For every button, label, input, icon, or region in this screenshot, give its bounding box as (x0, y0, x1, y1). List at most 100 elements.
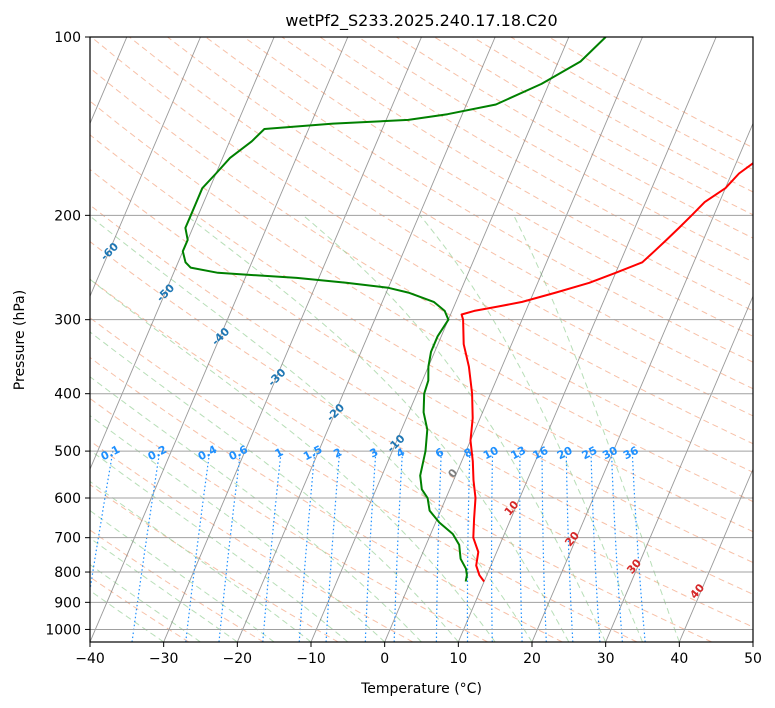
mixing-ratio-label: 0.6 (227, 443, 251, 464)
mixing-ratio-line (262, 451, 282, 642)
x-tick-label: 30 (597, 651, 615, 667)
isotherm (90, 37, 201, 298)
y-tick-label: 1000 (45, 622, 81, 638)
dry-adiabat (90, 37, 753, 445)
mixing-ratio-label: 3 (368, 446, 381, 461)
moist-adiabat (302, 214, 607, 642)
x-tick-label: −20 (223, 651, 253, 667)
moist-adiabat (90, 215, 533, 642)
dry-adiabat (90, 241, 753, 628)
mixing-ratio-label: 1 (273, 446, 286, 461)
mixing-ratio-line (90, 450, 114, 594)
mixing-ratio-line (131, 451, 161, 642)
moist-adiabat (513, 215, 680, 642)
chart-title: wetPf2_S233.2025.240.17.18.C20 (285, 11, 557, 31)
isotherm (236, 37, 496, 642)
dewpoint-profile (181, 37, 607, 582)
dry-adiabat (434, 37, 753, 216)
isotherm (531, 122, 753, 642)
mixing-ratio-line (631, 451, 646, 642)
dry-adiabat (90, 356, 563, 642)
moist-adiabat (90, 278, 496, 642)
moist-adiabat (90, 376, 422, 642)
y-tick-label: 400 (54, 387, 81, 403)
isotherm-label: -80 (0, 154, 11, 177)
moist-adiabat (90, 589, 164, 642)
x-tick-label: 0 (380, 651, 389, 667)
dry-adiabat (90, 440, 414, 642)
dry-adiabat (90, 168, 753, 564)
dry-adiabat (90, 317, 638, 642)
moist-adiabat (90, 564, 201, 642)
isobar-gridlines (90, 37, 753, 630)
mixing-ratio-line (298, 451, 316, 642)
x-tick-label: 20 (523, 651, 541, 667)
dry-adiabat (243, 37, 753, 337)
isotherm (384, 37, 643, 642)
y-tick-label: 900 (54, 595, 81, 611)
mixing-ratio-line (519, 451, 523, 642)
isotherm-label: -40 (209, 325, 232, 348)
dry-adiabat (90, 100, 753, 503)
isotherm (605, 295, 753, 642)
isotherm-label: -50 (154, 281, 177, 304)
mixing-ratio-label: 13 (509, 444, 529, 463)
x-axis: −40 −30 −20 −10 0 10 20 30 40 50 (75, 642, 762, 667)
dry-adiabat (357, 37, 753, 263)
mixing-ratio-label: 0.1 (99, 443, 122, 463)
dry-adiabat (90, 484, 339, 642)
mixing-ratio-label: 30 (600, 444, 620, 463)
x-tick-label: 10 (449, 651, 467, 667)
mixing-ratio-label: 36 (621, 444, 641, 463)
y-axis-label: Pressure (hPa) (12, 290, 28, 390)
temperature-profile (460, 162, 753, 583)
isotherm-label: -60 (98, 240, 121, 263)
sounding-profiles (181, 37, 753, 583)
dry-adiabat (281, 37, 753, 312)
y-tick-label: 800 (54, 565, 81, 581)
mixing-ratio-label: 2 (331, 446, 344, 461)
mixing-ratio-line (218, 451, 242, 642)
y-tick-label: 700 (54, 531, 81, 547)
mixing-ratio-label: 0.2 (146, 443, 169, 463)
dry-adiabat (90, 576, 190, 642)
mixing-ratio-line (490, 451, 494, 642)
dry-adiabat (129, 37, 753, 417)
isotherm-label: -10 (384, 432, 407, 455)
mixing-ratio-line (185, 451, 211, 642)
mixing-ratio-label: 25 (580, 444, 600, 463)
background-lines (90, 37, 753, 642)
x-axis-label: Temperature (°C) (360, 681, 482, 697)
x-tick-label: −40 (75, 651, 105, 667)
isotherm (163, 37, 422, 642)
isotherm-label: -20 (324, 401, 347, 424)
dry-adiabat (90, 278, 712, 642)
mixing-ratio-label: 20 (555, 444, 575, 463)
moist-adiabat (90, 480, 312, 642)
dry-adiabat (90, 134, 753, 533)
isotherm (752, 640, 753, 642)
plot-frame (89, 36, 754, 643)
mixing-ratio-label: 10 (481, 444, 501, 463)
moist-adiabat (419, 214, 643, 642)
moist-adiabat (90, 331, 459, 642)
isotherm (678, 467, 753, 642)
y-tick-label: 500 (54, 444, 81, 460)
isotherm (457, 37, 717, 642)
y-axis: 1000 900 800 700 600 500 400 300 200 100 (45, 30, 90, 638)
dry-adiabat (90, 397, 488, 642)
moist-adiabat (90, 537, 238, 642)
moist-adiabat (90, 509, 275, 642)
mixing-ratio-label: 16 (531, 444, 551, 463)
x-tick-label: 40 (670, 651, 688, 667)
y-tick-label: 200 (54, 208, 81, 224)
dry-adiabat (548, 37, 753, 149)
y-tick-label: 600 (54, 491, 81, 507)
isotherm-label: -30 (265, 366, 288, 389)
moist-adiabat (185, 214, 570, 642)
moist-adiabat (90, 415, 386, 642)
x-tick-label: −10 (296, 651, 326, 667)
dry-adiabat (167, 37, 753, 390)
isotherm (90, 37, 275, 471)
